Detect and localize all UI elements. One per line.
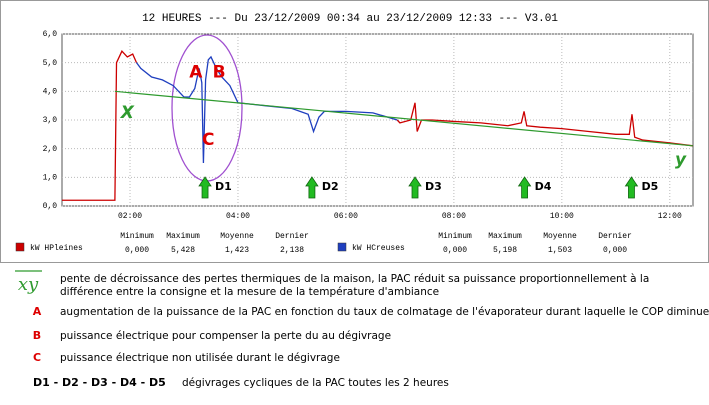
stat-value: 1,503 (548, 246, 572, 255)
defrost-arrow (408, 176, 422, 199)
trend-line (114, 90, 694, 147)
series-line (135, 55, 398, 164)
note-key: D1 - D2 - D3 - D4 - D5 (33, 376, 166, 389)
x-tick-label: 10:00 (550, 212, 574, 221)
series-line (62, 50, 694, 201)
defrost-label: D4 (535, 180, 552, 193)
note-key: B (33, 329, 41, 342)
x-tick-label: 02:00 (118, 212, 142, 221)
defrost-arrow (198, 176, 212, 199)
legend-label: kW HPleines (30, 244, 83, 253)
annotation: A (189, 63, 203, 83)
y-tick-label: 4,0 (43, 87, 58, 96)
x-tick-label: 08:00 (442, 212, 466, 221)
note-text: augmentation de la puissance de la PAC e… (60, 306, 709, 318)
y-tick-label: 2,0 (43, 145, 58, 154)
defrost-label: D3 (425, 180, 442, 193)
chart-title: 12 HEURES --- Du 23/12/2009 00:34 au 23/… (142, 13, 558, 25)
note-text: pente de décroissance des pertes thermiq… (60, 273, 649, 285)
annotation: X (120, 103, 135, 123)
stat-value: 0,000 (443, 246, 467, 255)
legend-label: kW HCreuses (352, 244, 405, 253)
note-text: dégivrages cycliques de la PAC toutes le… (182, 377, 449, 389)
defrost-label: D1 (215, 180, 232, 193)
y-tick-label: 0,0 (43, 202, 58, 211)
stat-header: Dernier (598, 232, 632, 241)
x-tick-label: 06:00 (334, 212, 358, 221)
note-key: xy (18, 274, 39, 295)
y-tick-label: 3,0 (43, 116, 58, 125)
stat-value: 5,198 (493, 246, 517, 255)
note-text: différence entre la consigne et la mesur… (60, 286, 439, 298)
y-tick-label: 5,0 (43, 59, 58, 68)
stat-value: 5,428 (171, 246, 195, 255)
x-tick-label: 04:00 (226, 212, 250, 221)
stat-header: Moyenne (220, 232, 254, 241)
note-text: puissance électrique pour compenser la p… (60, 330, 391, 342)
stat-header: Minimum (438, 232, 472, 241)
stat-value: 0,000 (125, 246, 149, 255)
stat-header: Maximum (488, 232, 522, 241)
x-tick-label: 12:00 (658, 212, 682, 221)
y-tick-label: 1,0 (43, 173, 58, 182)
annotation: y (675, 150, 687, 170)
note-text: puissance électrique non utilisée durant… (60, 352, 340, 364)
stat-header: Minimum (120, 232, 154, 241)
legend-swatch (15, 242, 25, 252)
annotation: B (213, 63, 226, 83)
defrost-label: D2 (322, 180, 339, 193)
defrost-label: D5 (641, 180, 658, 193)
stat-header: Dernier (275, 232, 309, 241)
defrost-arrow (624, 176, 639, 199)
y-tick-label: 6,0 (43, 30, 58, 39)
defrost-arrow (517, 176, 532, 199)
stat-value: 2,138 (280, 246, 304, 255)
defrost-arrow (305, 176, 319, 199)
stat-header: Moyenne (543, 232, 577, 241)
note-key: C (33, 351, 41, 364)
stat-value: 1,423 (225, 246, 249, 255)
annotation: C (202, 130, 214, 150)
note-key: A (33, 305, 42, 318)
legend-swatch (337, 242, 347, 252)
stat-header: Maximum (166, 232, 200, 241)
stat-value: 0,000 (603, 246, 627, 255)
